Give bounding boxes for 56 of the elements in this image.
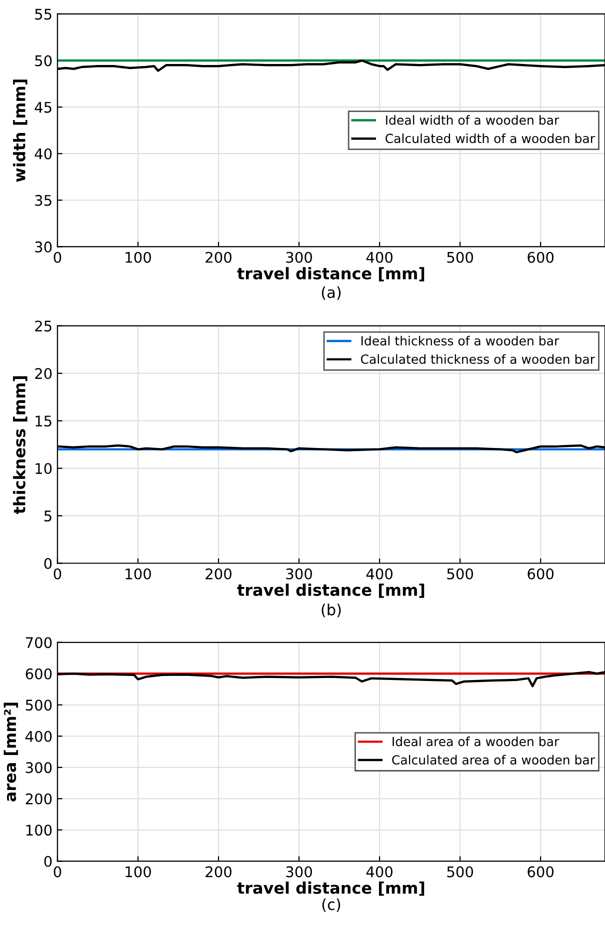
x-axis-title: travel distance [mm] bbox=[237, 267, 424, 282]
y-tick-label: 500 bbox=[26, 700, 52, 711]
y-tick-label: 700 bbox=[26, 637, 52, 648]
x-tick-label: 0 bbox=[54, 866, 62, 878]
x-tick-label: 0 bbox=[54, 568, 62, 580]
y-tick-label: 55 bbox=[35, 8, 52, 20]
y-tick-label: 30 bbox=[35, 241, 52, 252]
y-tick-label: 20 bbox=[35, 368, 52, 380]
legend-label: Calculated thickness of a wooden bar bbox=[360, 354, 595, 364]
x-tick-label: 400 bbox=[366, 568, 392, 580]
text: (a) bbox=[322, 286, 341, 300]
y-tick-label: 15 bbox=[36, 416, 52, 427]
x-tick-label: 300 bbox=[286, 568, 312, 580]
y-tick-label: 600 bbox=[26, 668, 52, 680]
y-axis-title: width [mm] bbox=[13, 80, 28, 182]
x-tick-label: 100 bbox=[126, 568, 151, 580]
legend-label: Calculated width of a wooden bar bbox=[386, 133, 595, 144]
x-tick-label: 200 bbox=[206, 252, 232, 263]
x-tick-label: 300 bbox=[286, 252, 312, 263]
legend-label: Ideal width of a wooden bar bbox=[386, 115, 560, 125]
y-tick-label: 35 bbox=[35, 194, 52, 206]
x-tick-label: 600 bbox=[528, 252, 554, 263]
x-tick-label: 400 bbox=[366, 252, 392, 263]
x-tick-label: 200 bbox=[206, 568, 232, 580]
x-tick-label: 500 bbox=[447, 568, 474, 580]
x-tick-label: 100 bbox=[126, 866, 151, 878]
x-tick-label: 600 bbox=[528, 568, 554, 580]
text: (b) bbox=[322, 604, 341, 618]
x-tick-label: 100 bbox=[126, 252, 151, 263]
y-tick-label: 400 bbox=[25, 730, 52, 742]
x-axis-title: travel distance [mm] bbox=[237, 882, 424, 896]
y-tick-label: 100 bbox=[26, 824, 52, 836]
x-tick-label: 500 bbox=[447, 252, 474, 263]
legend-label: Ideal area of a wooden bar bbox=[392, 736, 560, 746]
legend-label: Calculated area of a wooden bar bbox=[392, 754, 595, 765]
x-tick-label: 200 bbox=[206, 866, 232, 878]
y-tick-label: 0 bbox=[44, 558, 52, 570]
y-tick-label: 300 bbox=[26, 762, 52, 774]
y-tick-label: 200 bbox=[26, 793, 52, 804]
y-tick-label: 0 bbox=[44, 856, 52, 867]
y-tick-label: 40 bbox=[34, 148, 52, 160]
x-tick-label: 400 bbox=[366, 866, 392, 878]
y-tick-label: 25 bbox=[35, 320, 52, 332]
y-axis-title: thickness [mm] bbox=[13, 376, 28, 514]
x-tick-label: 600 bbox=[528, 866, 554, 878]
legend-label: Ideal thickness of a wooden bar bbox=[361, 336, 560, 346]
x-tick-label: 500 bbox=[447, 866, 474, 878]
y-tick-label: 50 bbox=[35, 55, 52, 66]
x-axis-title: travel distance [mm] bbox=[237, 584, 424, 598]
y-tick-label: 45 bbox=[34, 102, 52, 113]
y-tick-label: 10 bbox=[36, 463, 52, 474]
y-tick-label: 5 bbox=[44, 510, 52, 522]
y-axis-title: area [mm²] bbox=[4, 702, 18, 802]
text: (c) bbox=[322, 898, 340, 912]
x-tick-label: 0 bbox=[54, 252, 62, 263]
x-tick-label: 300 bbox=[286, 866, 312, 878]
